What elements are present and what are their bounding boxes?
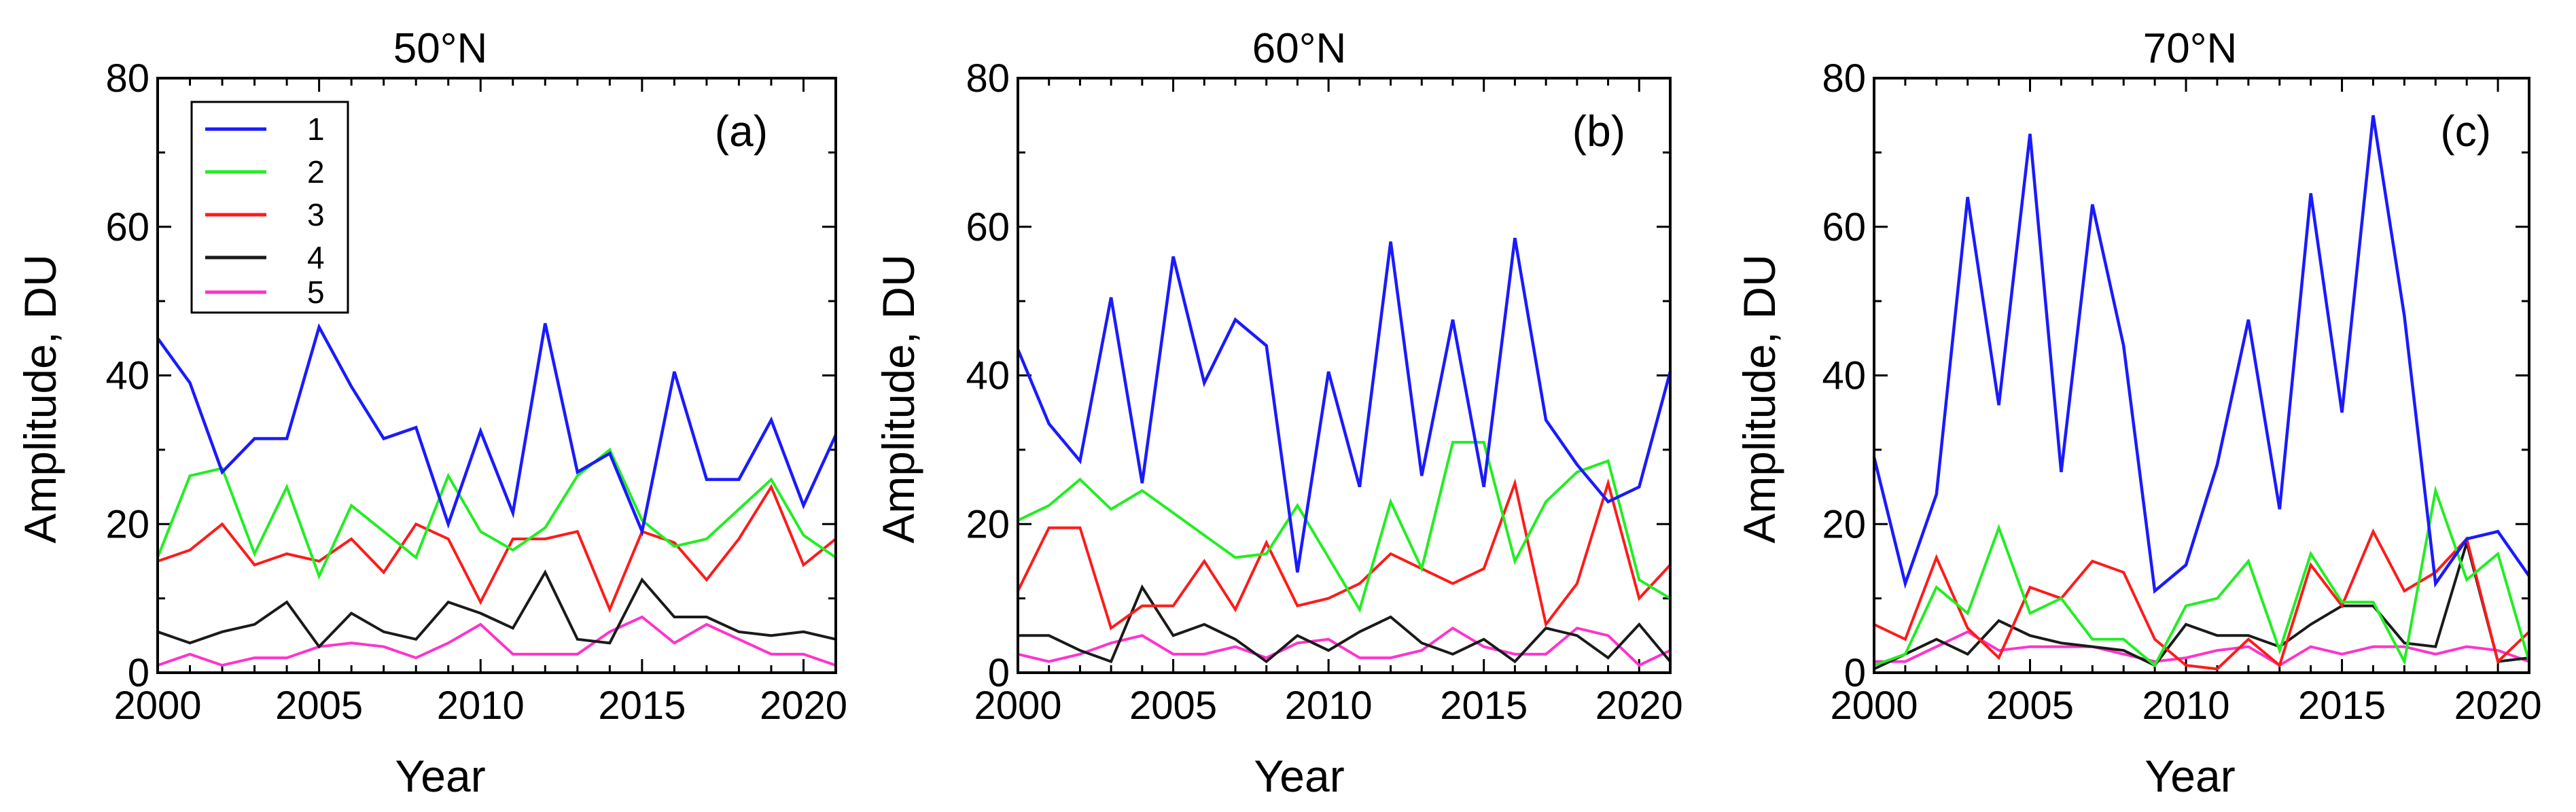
y-tick-label: 40 [966,354,1010,398]
x-tick-label: 2000 [1830,684,1918,728]
panel-b: 60°N 0 20 40 60 80 2000 2005 2010 2015 2… [873,25,1683,801]
y-tick-label: 80 [1822,56,1866,101]
y-tick-label: 20 [966,502,1010,546]
x-tick-label: 2000 [974,684,1061,728]
panel-label: (c) [2440,107,2491,156]
y-tick-label: 20 [1822,502,1866,546]
y-axis-label: Amplitude, DU [15,254,65,544]
x-tick-label: 2020 [760,684,847,728]
plot-frame [1873,77,2530,674]
series-line-2 [1873,485,2530,668]
x-axis-label: Year [1254,751,1344,801]
panel-title: 60°N [1252,25,1347,72]
x-tick-label: 2015 [2298,684,2386,728]
x-tick-label: 2005 [1986,684,2074,728]
x-tick-label: 2010 [437,684,525,728]
y-tick-label: 60 [966,205,1010,249]
x-tick-label: 2020 [2454,684,2542,728]
y-tick-label: 40 [1822,354,1866,398]
legend-label-3: 3 [307,197,325,232]
panel-title: 70°N [2143,25,2238,72]
x-tick-label: 2000 [113,684,201,728]
series-line-5 [157,615,836,667]
panel-a: 50°N 0 20 40 60 80 2000 2005 2010 2015 2… [15,25,847,801]
y-tick-label: 80 [105,56,149,101]
x-tick-label: 2015 [1440,684,1528,728]
x-tick-label: 2010 [2142,684,2230,728]
series-line-4 [1018,584,1672,664]
series-line-1 [156,323,838,537]
legend: 1 2 3 4 5 [190,101,349,314]
tick-labels: 0 20 40 60 80 2000 2005 2010 2015 2020 [1822,56,2541,728]
x-tick-label: 2020 [1595,684,1683,728]
series-lines [1872,115,2530,671]
y-tick-label: 80 [966,56,1010,101]
y-axis-label: Amplitude, DU [1734,254,1784,544]
y-axis-label: Amplitude, DU [873,254,923,544]
x-tick-label: 2015 [598,684,686,728]
y-tick-label: 0 [128,651,149,695]
series-lines [1016,237,1672,667]
legend-label-1: 1 [307,111,325,147]
series-line-2 [156,447,837,580]
plot-frame [1017,77,1672,674]
tick-marks [1873,77,2530,674]
x-axis-label: Year [2145,751,2235,801]
legend-label-2: 2 [307,154,325,190]
series-line-1 [1016,237,1672,573]
y-tick-label: 0 [1844,651,1866,695]
series-line-5 [1017,626,1671,667]
x-axis-label: Year [395,751,485,801]
tick-labels: 0 20 40 60 80 2000 2005 2010 2015 2020 [966,56,1682,728]
x-tick-label: 2005 [275,684,363,728]
y-tick-label: 0 [988,651,1010,695]
series-line-4 [1873,537,2530,671]
panel-title: 50°N [393,25,488,72]
y-tick-label: 20 [105,502,149,546]
legend-label-5: 5 [307,275,325,310]
series-line-3 [1017,478,1672,631]
tick-labels: 0 20 40 60 80 2000 2005 2010 2015 2020 [105,56,847,728]
x-tick-label: 2010 [1285,684,1373,728]
panel-c: 70°N 0 20 40 60 80 2000 2005 2010 2015 2… [1734,25,2542,801]
panel-label: (a) [715,107,768,156]
series-line-1 [1872,115,2530,595]
y-tick-label: 60 [105,205,149,249]
series-line-4 [157,569,836,649]
x-tick-label: 2005 [1129,684,1217,728]
legend-label-4: 4 [307,240,325,275]
y-tick-label: 60 [1822,205,1866,249]
plot-frame [156,77,837,674]
legend-box [190,101,349,314]
series-lines [156,323,838,667]
series-line-3 [157,484,837,614]
series-line-2 [1017,440,1672,613]
panel-label: (b) [1572,107,1625,156]
y-tick-label: 40 [105,354,149,398]
